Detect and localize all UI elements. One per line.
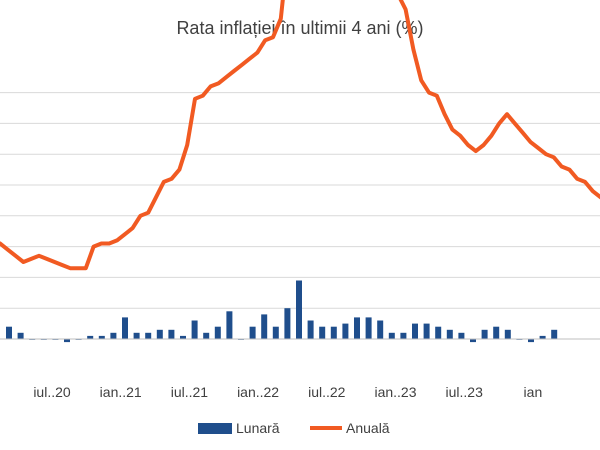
bar-lunara (249, 326, 256, 339)
bar-lunara (203, 332, 210, 339)
bar-lunara (400, 332, 407, 339)
x-tick-labels: iul..20 ian..21 iul..21 ian..22 iul..22 ian..… (33, 384, 542, 400)
bar-lunara (539, 335, 546, 339)
bar-lunara (504, 329, 511, 339)
x-tick-label: iul..22 (308, 384, 346, 400)
x-tick-label: ian..21 (100, 384, 142, 400)
bar-lunara (342, 323, 349, 339)
bar-lunara (377, 320, 384, 339)
bar-lunara (110, 332, 117, 339)
bar-series-lunara (6, 280, 558, 343)
bar-lunara (296, 280, 302, 339)
legend-label-anuala: Anuală (346, 420, 390, 436)
bar-lunara (272, 326, 279, 339)
bar-lunara (458, 332, 465, 339)
bar-lunara (330, 326, 337, 339)
bar-lunara (528, 339, 534, 343)
bar-lunara (551, 329, 558, 339)
bar-lunara (122, 317, 128, 339)
x-tick-label: iul..21 (171, 384, 209, 400)
bar-lunara (226, 311, 233, 339)
line-series-anuala (0, 0, 600, 271)
legend-swatch-lunara (198, 423, 232, 434)
chart-title: Rata inflației în ultimii 4 ani (%) (176, 18, 423, 38)
bar-lunara (133, 332, 140, 339)
bar-lunara (168, 329, 175, 339)
bar-lunara (87, 335, 94, 339)
bar-lunara (284, 308, 291, 339)
bar-lunara (214, 326, 221, 339)
legend: Lunară Anuală (198, 420, 390, 436)
bar-lunara (412, 323, 418, 339)
bar-lunara (446, 329, 453, 339)
x-tick-label: ian..22 (237, 384, 279, 400)
x-tick-label: ian..23 (374, 384, 416, 400)
bar-lunara (423, 323, 430, 339)
bar-lunara (64, 339, 70, 343)
bar-lunara (435, 326, 442, 339)
bar-lunara (6, 326, 12, 339)
x-tick-label: ian (524, 384, 543, 400)
legend-label-lunara: Lunară (236, 420, 280, 436)
bar-lunara (261, 314, 268, 339)
x-tick-label: iul..23 (446, 384, 484, 400)
bar-lunara (307, 320, 314, 339)
bar-lunara (365, 317, 372, 339)
bar-lunara (470, 339, 476, 343)
bar-lunara (191, 320, 198, 339)
bar-lunara (17, 332, 24, 339)
bar-lunara (98, 335, 105, 339)
bar-lunara (354, 317, 360, 339)
bar-lunara (493, 326, 500, 339)
bar-lunara (145, 332, 152, 339)
bar-lunara (481, 329, 488, 339)
grid-lines (0, 92, 600, 309)
bar-lunara (180, 335, 186, 339)
x-tick-label: iul..20 (33, 384, 71, 400)
bar-lunara (319, 326, 326, 339)
bar-lunara (388, 332, 395, 339)
bar-lunara (156, 329, 163, 339)
line-anuala (0, 0, 600, 271)
